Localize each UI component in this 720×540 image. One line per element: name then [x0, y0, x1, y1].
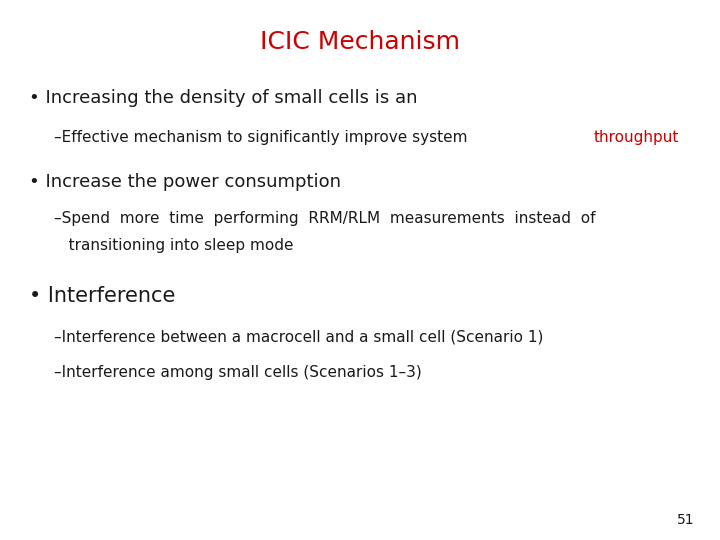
Text: –Interference between a macrocell and a small cell (Scenario 1): –Interference between a macrocell and a …	[54, 329, 544, 345]
Text: • Increasing the density of small cells is an: • Increasing the density of small cells …	[29, 89, 418, 107]
Text: 51: 51	[678, 512, 695, 526]
Text: throughput: throughput	[594, 130, 679, 145]
Text: ICIC Mechanism: ICIC Mechanism	[260, 30, 460, 53]
Text: –Spend  more  time  performing  RRM/RLM  measurements  instead  of: –Spend more time performing RRM/RLM meas…	[54, 211, 595, 226]
Text: –Interference among small cells (Scenarios 1–3): –Interference among small cells (Scenari…	[54, 364, 422, 380]
Text: transitioning into sleep mode: transitioning into sleep mode	[54, 238, 294, 253]
Text: –Effective mechanism to significantly improve system: –Effective mechanism to significantly im…	[54, 130, 472, 145]
Text: • Increase the power consumption: • Increase the power consumption	[29, 173, 341, 191]
Text: • Interference: • Interference	[29, 286, 175, 306]
